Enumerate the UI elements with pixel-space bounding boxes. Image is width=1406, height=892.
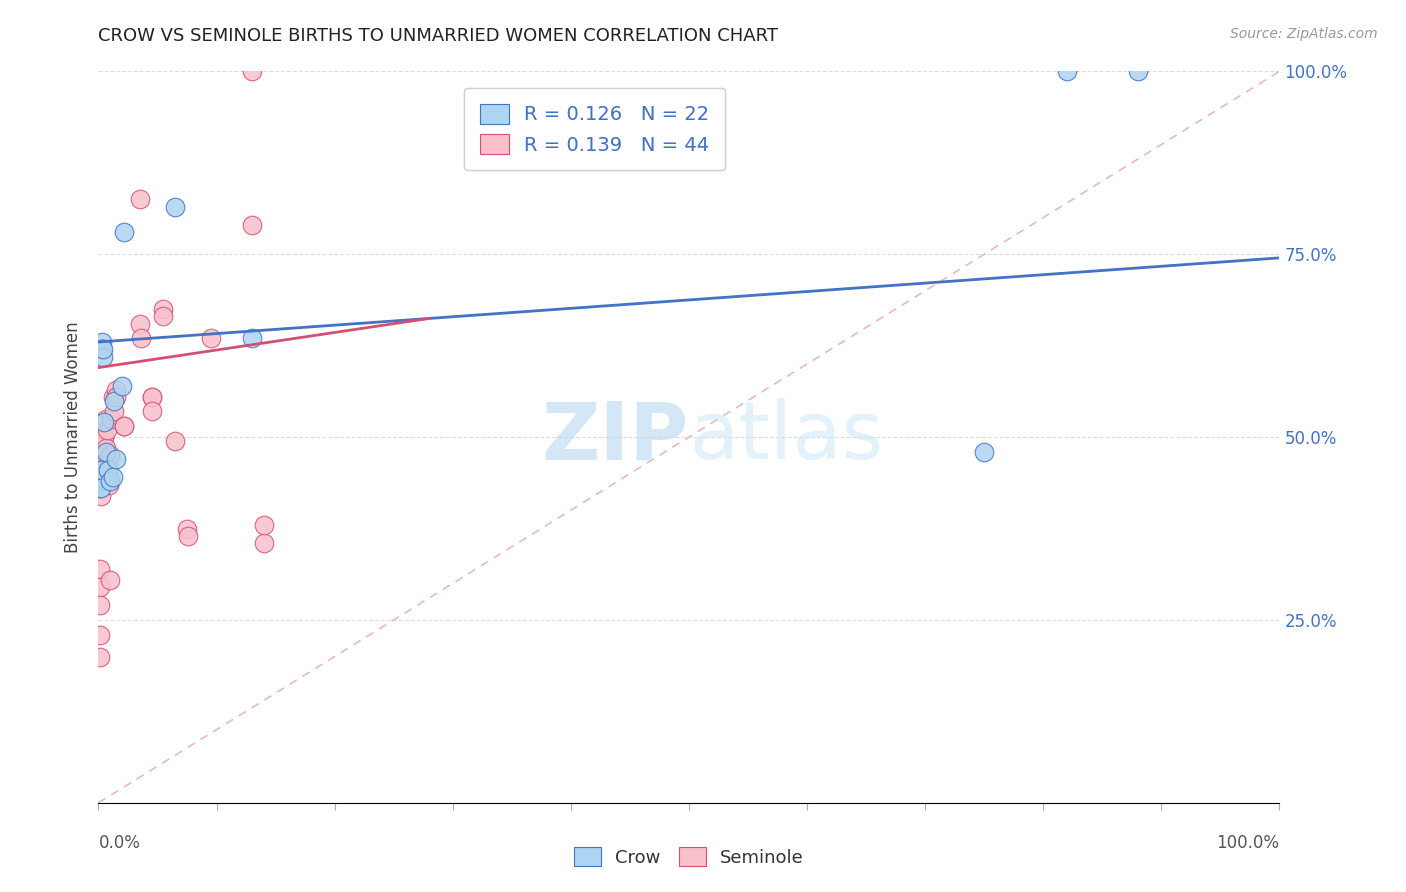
Point [90,481,112,495]
Point [141,390,163,404]
Point [91,474,114,488]
Point [93,416,115,430]
Point [105,390,128,404]
Point [91,456,114,470]
Legend: R = 0.126   N = 22, R = 0.139   N = 44: R = 0.126 N = 22, R = 0.139 N = 44 [464,88,725,170]
Point [129,331,152,345]
Point [128,317,150,331]
Point [112,419,135,434]
Point [89,627,111,641]
Point [91,350,114,364]
Point [253,517,276,532]
Point [89,562,111,576]
Point [165,434,187,448]
Point [152,310,174,324]
Point [100,412,122,426]
Point [112,419,135,434]
Point [94,412,117,426]
Point [152,301,174,317]
Point [89,580,111,594]
Point [141,404,163,418]
Point [240,331,263,345]
Point [177,529,200,543]
Point [103,404,125,418]
Point [200,331,222,345]
Point [97,456,120,470]
Point [90,459,112,474]
Point [93,430,115,444]
Point [98,474,121,488]
Point [1126,64,1149,78]
Text: 100.0%: 100.0% [1216,834,1279,852]
Point [105,452,128,467]
Point [90,489,112,503]
Point [91,343,114,357]
Point [240,64,263,78]
Point [91,334,114,349]
Text: CROW VS SEMINOLE BIRTHS TO UNMARRIED WOMEN CORRELATION CHART: CROW VS SEMINOLE BIRTHS TO UNMARRIED WOM… [98,27,779,45]
Point [94,441,117,455]
Point [165,200,187,214]
Point [103,393,125,408]
Text: ZIP: ZIP [541,398,689,476]
Point [90,474,112,488]
Point [112,225,135,239]
Point [89,649,111,664]
Point [253,536,276,550]
Point [90,463,112,477]
Point [128,193,150,207]
Point [93,430,115,444]
Point [91,343,114,357]
Point [91,470,114,484]
Point [98,573,121,587]
Point [91,459,114,474]
Text: 0.0%: 0.0% [98,834,141,852]
Point [90,470,112,484]
Point [111,379,134,393]
Point [89,599,111,613]
Text: atlas: atlas [689,398,883,476]
Point [89,481,111,495]
Legend: Crow, Seminole: Crow, Seminole [567,840,811,874]
Point [105,383,128,397]
Point [94,444,117,458]
Point [973,444,995,458]
Point [240,218,263,232]
Text: Source: ZipAtlas.com: Source: ZipAtlas.com [1230,27,1378,41]
Y-axis label: Births to Unmarried Women: Births to Unmarried Women [65,321,83,553]
Point [96,423,118,437]
Point [98,449,121,463]
Point [101,470,124,484]
Point [101,390,124,404]
Point [97,463,120,477]
Point [1056,64,1078,78]
Point [176,521,198,535]
Point [141,390,163,404]
Point [98,477,121,491]
